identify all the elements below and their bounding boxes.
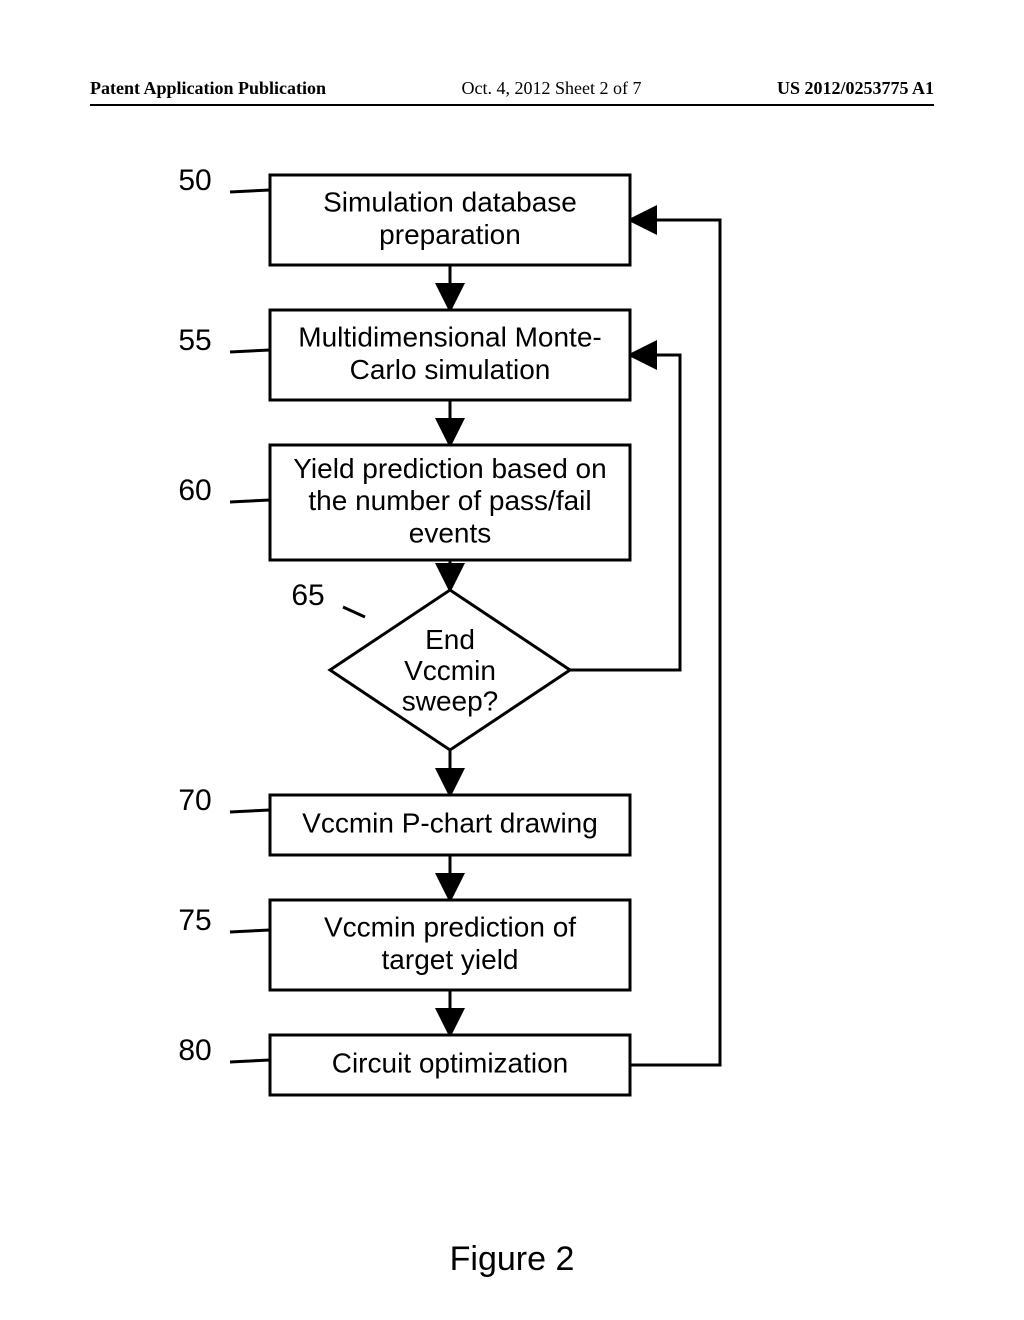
- svg-text:sweep?: sweep?: [402, 686, 499, 717]
- leader-n80: 80: [178, 1034, 270, 1067]
- page-header: Patent Application Publication Oct. 4, 2…: [90, 78, 934, 99]
- flow-node-n50: Simulation databasepreparation: [270, 175, 630, 265]
- leader-n70: 70: [178, 784, 270, 817]
- flow-node-n80: Circuit optimization: [270, 1035, 630, 1095]
- svg-text:70: 70: [178, 784, 211, 817]
- svg-text:Carlo simulation: Carlo simulation: [350, 354, 551, 385]
- flow-node-n65: EndVccminsweep?: [330, 590, 570, 750]
- svg-text:preparation: preparation: [379, 219, 521, 250]
- leader-n50: 50: [178, 164, 270, 197]
- svg-text:Vccmin: Vccmin: [404, 655, 496, 686]
- page: Patent Application Publication Oct. 4, 2…: [0, 0, 1024, 1320]
- svg-text:the number of pass/fail: the number of pass/fail: [308, 485, 591, 516]
- flow-node-n75: Vccmin prediction oftarget yield: [270, 900, 630, 990]
- svg-text:50: 50: [178, 164, 211, 197]
- svg-text:55: 55: [178, 324, 211, 357]
- header-right: US 2012/0253775 A1: [777, 78, 934, 99]
- flow-node-n70: Vccmin P-chart drawing: [270, 795, 630, 855]
- svg-text:Yield prediction based on: Yield prediction based on: [293, 453, 606, 484]
- svg-text:target yield: target yield: [382, 944, 519, 975]
- flowchart-svg: Simulation databasepreparation Multidimen…: [0, 150, 1024, 1230]
- svg-text:75: 75: [178, 904, 211, 937]
- leader-n75: 75: [178, 904, 270, 937]
- header-left: Patent Application Publication: [90, 78, 326, 99]
- svg-text:Simulation database: Simulation database: [323, 187, 577, 218]
- svg-text:Vccmin P-chart drawing: Vccmin P-chart drawing: [302, 808, 598, 839]
- header-rule: [90, 104, 934, 106]
- svg-text:events: events: [409, 517, 492, 548]
- svg-text:End: End: [425, 624, 475, 655]
- svg-text:80: 80: [178, 1034, 211, 1067]
- flowchart-container: Simulation databasepreparation Multidimen…: [0, 150, 1024, 1279]
- svg-text:Vccmin prediction of: Vccmin prediction of: [324, 912, 576, 943]
- flow-node-n60: Yield prediction based onthe number of p…: [270, 445, 630, 560]
- svg-text:Circuit optimization: Circuit optimization: [332, 1048, 569, 1079]
- svg-text:65: 65: [291, 579, 324, 612]
- svg-text:60: 60: [178, 474, 211, 507]
- header-center: Oct. 4, 2012 Sheet 2 of 7: [462, 78, 642, 99]
- leader-n60: 60: [178, 474, 270, 507]
- leader-n55: 55: [178, 324, 270, 357]
- svg-text:Multidimensional Monte-: Multidimensional Monte-: [298, 322, 601, 353]
- figure-label: Figure 2: [0, 1240, 1024, 1279]
- leader-n65: 65: [291, 579, 365, 617]
- flow-node-n55: Multidimensional Monte-Carlo simulation: [270, 310, 630, 400]
